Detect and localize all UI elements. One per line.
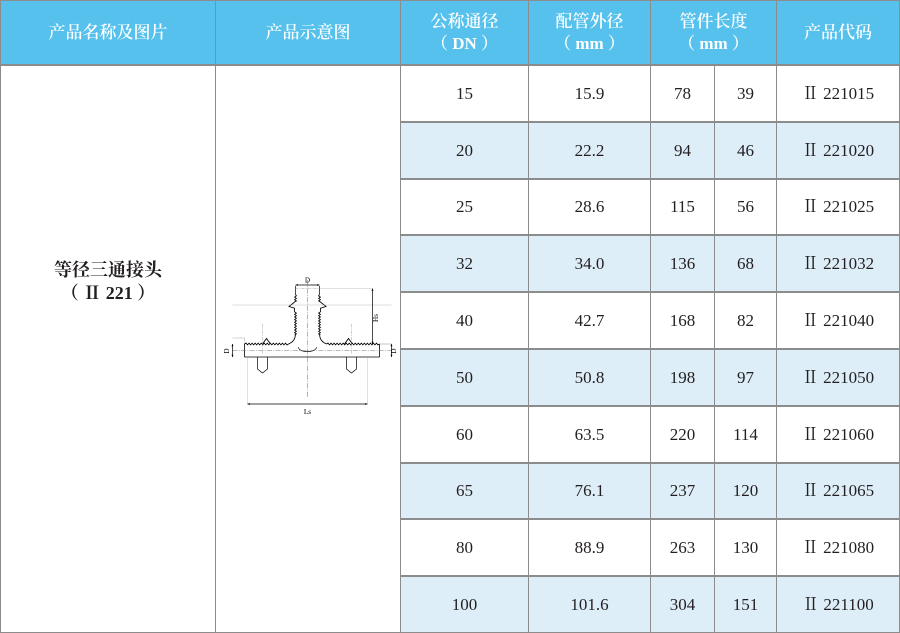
svg-text:D: D (223, 348, 231, 353)
svg-text:D: D (305, 277, 310, 285)
svg-text:Hs: Hs (372, 314, 380, 322)
svg-text:D: D (390, 348, 398, 353)
svg-text:Ls: Ls (304, 408, 311, 416)
